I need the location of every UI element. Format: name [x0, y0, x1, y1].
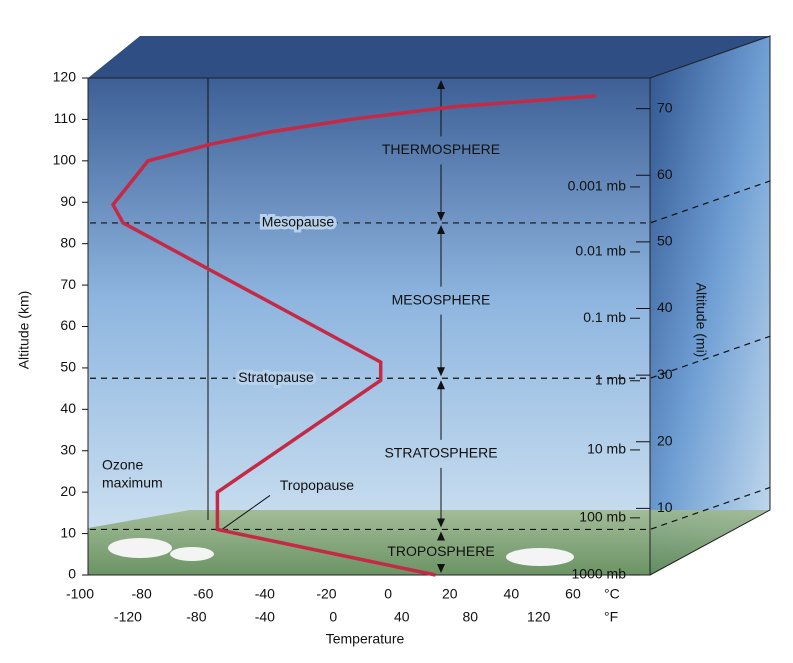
- y2-tick-label: 30: [657, 366, 673, 382]
- y-tick-label: 100: [53, 152, 77, 168]
- layer-label: STRATOSPHERE: [384, 445, 497, 461]
- y-tick-label: 50: [60, 359, 76, 375]
- box-front: [88, 78, 650, 575]
- box-edge: [649, 35, 771, 576]
- layer-label: MESOSPHERE: [392, 291, 491, 307]
- pressure-label: 0.1 mb: [583, 309, 626, 325]
- arrow-head: [437, 564, 445, 573]
- arrow-head: [437, 224, 445, 234]
- y-tick-label: 90: [60, 193, 76, 209]
- x-tick-label: 40: [504, 586, 520, 602]
- x2-tick-label: 0: [329, 609, 337, 625]
- x-tick-label: 0: [384, 586, 392, 602]
- leader-line: [221, 495, 271, 530]
- x-tick-label: 20: [442, 586, 458, 602]
- x-tick-label: -80: [132, 586, 152, 602]
- boundary-label: Mesopause: [262, 214, 335, 230]
- x2-tick-label: -40: [255, 609, 275, 625]
- arrow-head: [437, 531, 445, 541]
- y-axis-label: Altitude (km): [16, 291, 32, 370]
- ground: [88, 510, 770, 575]
- y2-tick-label: 50: [657, 233, 673, 249]
- pressure-label: 0.001 mb: [568, 178, 627, 194]
- y-tick-label: 30: [60, 441, 76, 457]
- temperature-profile: [110, 94, 597, 577]
- x2-tick-label: -80: [186, 609, 206, 625]
- cloud: [108, 538, 172, 558]
- arrow-head: [437, 518, 445, 528]
- x2-tick-label: 120: [527, 609, 551, 625]
- layer-label: THERMOSPHERE: [382, 141, 500, 157]
- boundary-label: Stratopause: [238, 369, 314, 385]
- layer-label: TROPOSPHERE: [387, 543, 494, 559]
- y-tick-label: 70: [60, 276, 76, 292]
- y-tick-label: 0: [68, 566, 76, 582]
- x2-tick-label: -120: [114, 609, 142, 625]
- x2-unit: °F: [604, 609, 618, 625]
- y2-tick-label: 70: [657, 99, 673, 115]
- y2-tick-label: 40: [657, 299, 673, 315]
- arrow-head: [437, 211, 445, 221]
- y-tick-label: 80: [60, 234, 76, 250]
- cloud: [170, 547, 214, 561]
- annotation: maximum: [102, 475, 163, 491]
- y2-tick-label: 20: [657, 432, 673, 448]
- x-tick-label: -100: [66, 586, 94, 602]
- y-tick-label: 20: [60, 483, 76, 499]
- annotation: Ozone: [102, 457, 143, 473]
- pressure-label: 1 mb: [595, 371, 626, 387]
- pressure-label: 0.01 mb: [575, 243, 626, 259]
- x2-tick-label: 80: [462, 609, 478, 625]
- y-tick-label: 60: [60, 317, 76, 333]
- x-tick-label: -20: [316, 586, 336, 602]
- x-tick-label: -40: [255, 586, 275, 602]
- x-unit: °C: [604, 586, 620, 602]
- y2-axis-label: Altitude (mi): [693, 283, 709, 358]
- y-tick-label: 120: [53, 69, 77, 85]
- pressure-label: 1000 mb: [572, 566, 627, 582]
- y-tick-label: 110: [54, 110, 77, 126]
- pressure-label: 100 mb: [579, 509, 626, 525]
- y-tick-label: 40: [60, 400, 76, 416]
- y2-tick-label: 10: [657, 499, 673, 515]
- box-top: [88, 36, 770, 78]
- box-side: [650, 36, 770, 575]
- x-axis-label: Temperature: [326, 631, 405, 647]
- y-tick-label: 10: [60, 524, 76, 540]
- arrow-head: [437, 80, 445, 89]
- pressure-label: 10 mb: [587, 441, 626, 457]
- x2-tick-label: 40: [394, 609, 410, 625]
- x-tick-label: -60: [193, 586, 213, 602]
- boundary-label: Tropopause: [280, 477, 354, 493]
- y2-tick-label: 60: [657, 166, 673, 182]
- cloud: [506, 548, 574, 566]
- arrow-head: [437, 380, 445, 390]
- arrow-head: [437, 367, 445, 377]
- x-tick-label: 60: [565, 586, 581, 602]
